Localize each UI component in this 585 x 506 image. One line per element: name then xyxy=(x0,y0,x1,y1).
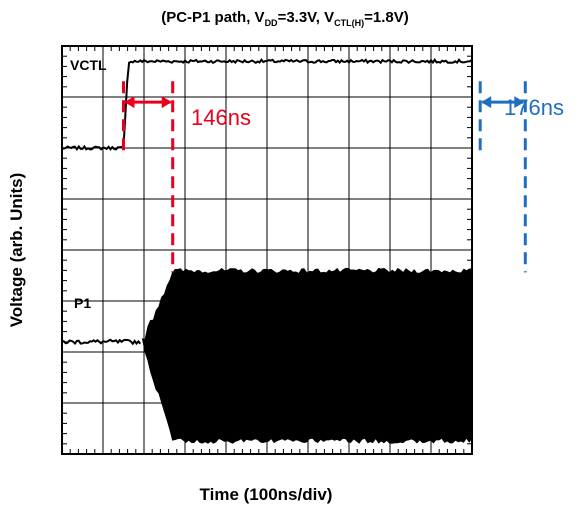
subtitle-sub-ctl: CTL(H) xyxy=(334,18,364,28)
plot-border xyxy=(61,45,473,455)
vctl-trace xyxy=(61,58,473,152)
chart-subtitle: (PC-P1 path, VDD=3.3V, VCTL(H)=1.8V) xyxy=(161,9,409,28)
subtitle-sub-dd: DD xyxy=(265,18,278,28)
x-axis-label: Time (100ns/div) xyxy=(200,485,333,504)
traces xyxy=(61,58,473,444)
p1-burst-envelope xyxy=(141,267,472,444)
vctl-trace-label: VCTL xyxy=(70,57,107,73)
subtitle-mid: =3.3V, V xyxy=(278,9,335,26)
fall-delay-arrowhead-right xyxy=(514,96,525,109)
rise-delay-arrowhead-left xyxy=(124,96,135,109)
annotations xyxy=(122,81,527,273)
subtitle-prefix: (PC-P1 path, V xyxy=(161,9,264,26)
fall-delay-arrowhead-left xyxy=(481,96,492,109)
fall-delay-label: 176ns xyxy=(504,95,564,120)
rise-delay-label: 146ns xyxy=(191,105,251,130)
p1-trace-label: P1 xyxy=(74,295,91,311)
subtitle-suffix: =1.8V) xyxy=(364,9,409,26)
rise-delay-arrowhead-right xyxy=(161,96,172,109)
y-axis-label: Voltage (arb. Units) xyxy=(7,173,26,328)
p1-baseline-trace xyxy=(61,338,142,346)
